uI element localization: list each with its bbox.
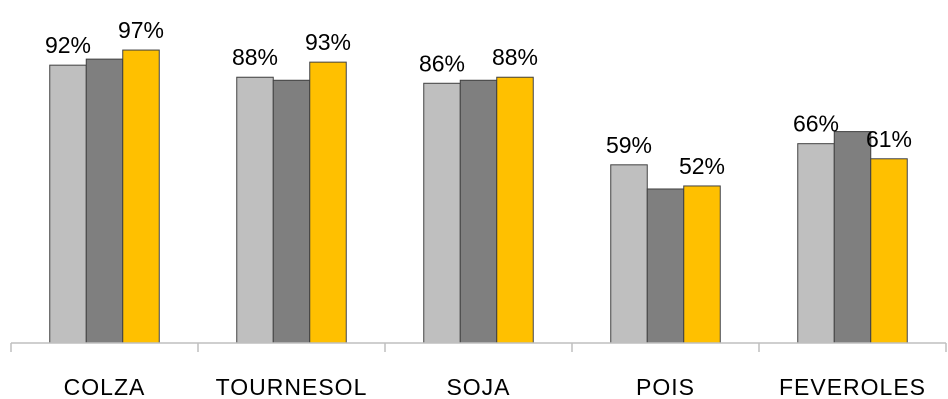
data-label-colza-series-1: 92%: [45, 32, 91, 58]
bar-tournesol-series-3: [309, 61, 347, 344]
bar-tournesol-series-2: [272, 79, 311, 344]
bar-soja-series-2: [459, 79, 498, 344]
data-label-tournesol-series-3: 93%: [305, 29, 351, 55]
data-label-feveroles-series-1: 66%: [793, 111, 839, 137]
bar-soja-series-1: [423, 82, 461, 344]
category-label-feveroles: FEVEROLES: [779, 374, 926, 399]
bar-tournesol-series-1: [236, 76, 274, 344]
category-label-colza: COLZA: [64, 374, 146, 399]
bar-colza-series-3: [122, 49, 160, 344]
bars-group: [49, 49, 908, 344]
data-label-pois-series-1: 59%: [606, 132, 652, 158]
bar-pois-series-1: [610, 164, 648, 344]
data-label-colza-series-3: 97%: [118, 17, 164, 43]
category-label-tournesol: TOURNESOL: [216, 374, 368, 399]
bar-colza-series-2: [85, 58, 124, 344]
category-label-soja: SOJA: [446, 374, 510, 399]
bar-pois-series-2: [646, 188, 685, 344]
bar-feveroles-series-1: [797, 143, 835, 344]
category-label-pois: POIS: [636, 374, 695, 399]
bar-soja-series-3: [496, 76, 534, 344]
bar-pois-series-3: [683, 185, 721, 344]
bar-feveroles-series-2: [833, 131, 872, 344]
bar-colza-series-1: [49, 64, 87, 344]
x-axis: [10, 342, 947, 352]
bar-feveroles-series-3: [870, 158, 908, 344]
data-label-soja-series-3: 88%: [492, 44, 538, 70]
data-label-soja-series-1: 86%: [419, 50, 465, 76]
labels-group: 92% 97% COLZA 88% 93% TOURNESOL 86% 88% SOJA 59% 5…: [45, 17, 926, 399]
data-label-feveroles-series-3: 61%: [866, 126, 912, 152]
data-label-tournesol-series-1: 88%: [232, 44, 278, 70]
data-label-pois-series-3: 52%: [679, 153, 725, 179]
